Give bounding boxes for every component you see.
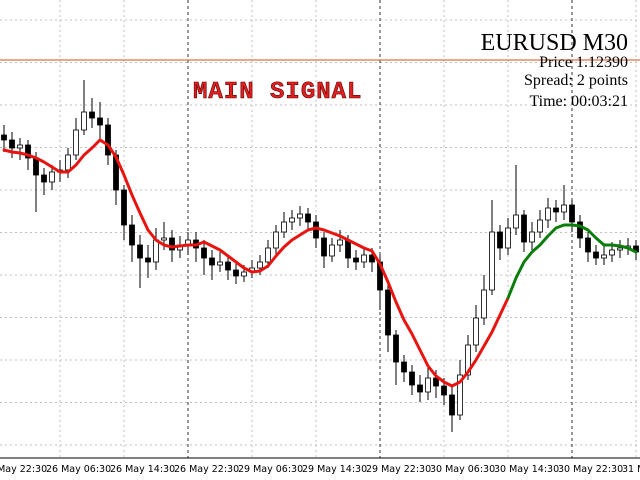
candle-body bbox=[537, 219, 543, 233]
candle-body bbox=[73, 129, 79, 156]
candles bbox=[1, 80, 639, 432]
candle-body bbox=[97, 117, 103, 126]
candle-body bbox=[121, 189, 127, 226]
candle-body bbox=[345, 239, 351, 259]
candle-body bbox=[433, 377, 439, 387]
x-tick-label: 26 May 06:30 bbox=[46, 464, 111, 475]
time-text: Time: 00:03:21 bbox=[529, 93, 628, 110]
candle-body bbox=[1, 134, 7, 141]
x-tick-label: 30 May 22:30 bbox=[558, 464, 623, 475]
candle-body bbox=[569, 204, 575, 223]
candle-body bbox=[137, 244, 143, 259]
x-tick-label: 26 May 22:30 bbox=[174, 464, 239, 475]
candle-body bbox=[545, 207, 551, 221]
candle-body bbox=[49, 171, 55, 183]
candle-body bbox=[441, 385, 447, 396]
candle-body bbox=[161, 237, 167, 241]
candle-body bbox=[353, 257, 359, 263]
candle-body bbox=[473, 317, 479, 346]
candle-body bbox=[521, 214, 527, 243]
candle-body bbox=[497, 231, 503, 249]
candle-body bbox=[89, 111, 95, 119]
candle-body bbox=[241, 271, 247, 277]
signal-lines bbox=[2, 138, 638, 388]
candle-body bbox=[617, 247, 623, 251]
candle-body bbox=[169, 237, 175, 251]
candle-body bbox=[449, 394, 455, 416]
spread-text: Spread: 2 points bbox=[524, 72, 628, 89]
candle-body bbox=[577, 221, 583, 239]
candle-body bbox=[401, 361, 407, 373]
candle-body bbox=[593, 251, 599, 259]
candle-body bbox=[209, 257, 215, 266]
candle-body bbox=[553, 207, 559, 213]
candle-body bbox=[417, 384, 423, 393]
x-tick-label: 31 May 06:30 bbox=[622, 464, 640, 475]
x-tick-label: 29 May 06:30 bbox=[238, 464, 303, 475]
candle-body bbox=[361, 254, 367, 263]
candle-body bbox=[201, 247, 207, 259]
x-tick-label: 30 May 14:30 bbox=[494, 464, 559, 475]
candle-body bbox=[273, 231, 279, 249]
candle-body bbox=[505, 227, 511, 249]
candle-body bbox=[409, 371, 415, 386]
candle-body bbox=[81, 111, 87, 131]
candle-body bbox=[481, 289, 487, 319]
signal-line bbox=[2, 138, 510, 388]
candle-body bbox=[513, 214, 519, 229]
x-tick-label: 29 May 14:30 bbox=[302, 464, 367, 475]
candle-body bbox=[217, 261, 223, 266]
candle-body bbox=[457, 374, 463, 416]
chart-title: EURUSD M30 bbox=[481, 30, 628, 56]
candle-body bbox=[313, 221, 319, 239]
candle-body bbox=[305, 213, 311, 223]
candle-body bbox=[329, 244, 335, 257]
candle-body bbox=[233, 269, 239, 277]
x-tick-label: 25 May 22:30 bbox=[0, 464, 47, 475]
candle-body bbox=[225, 261, 231, 271]
x-tick-label: 30 May 06:30 bbox=[430, 464, 495, 475]
x-tick-label: 26 May 14:30 bbox=[110, 464, 175, 475]
candle-body bbox=[289, 217, 295, 223]
candle-body bbox=[321, 237, 327, 257]
candle-body bbox=[105, 124, 111, 156]
candle-body bbox=[561, 204, 567, 213]
candle-body bbox=[385, 289, 391, 336]
candle-body bbox=[465, 344, 471, 376]
candle-body bbox=[65, 154, 71, 171]
candle-body bbox=[529, 231, 535, 243]
candle-body bbox=[265, 247, 271, 263]
candle-body bbox=[153, 239, 159, 263]
candle-body bbox=[609, 249, 615, 256]
candle-body bbox=[601, 254, 607, 259]
annotation: MAIN SIGNAL bbox=[193, 79, 362, 106]
candle-body bbox=[425, 377, 431, 393]
candle-body bbox=[145, 257, 151, 263]
candle-body bbox=[369, 254, 375, 263]
candle-body bbox=[297, 213, 303, 219]
candle-body bbox=[337, 239, 343, 246]
candle-body bbox=[489, 231, 495, 291]
x-tick-label: 29 May 22:30 bbox=[366, 464, 431, 475]
candle-body bbox=[281, 221, 287, 233]
candle-body bbox=[257, 261, 263, 269]
candle-body bbox=[41, 174, 47, 183]
candle-body bbox=[9, 139, 15, 149]
candle-body bbox=[393, 334, 399, 363]
candle-body bbox=[585, 237, 591, 253]
candle-body bbox=[129, 224, 135, 246]
candle-body bbox=[17, 144, 23, 149]
signal-line bbox=[506, 223, 638, 300]
candle-body bbox=[25, 144, 31, 159]
price-text: Price 1.12390 bbox=[539, 54, 628, 71]
